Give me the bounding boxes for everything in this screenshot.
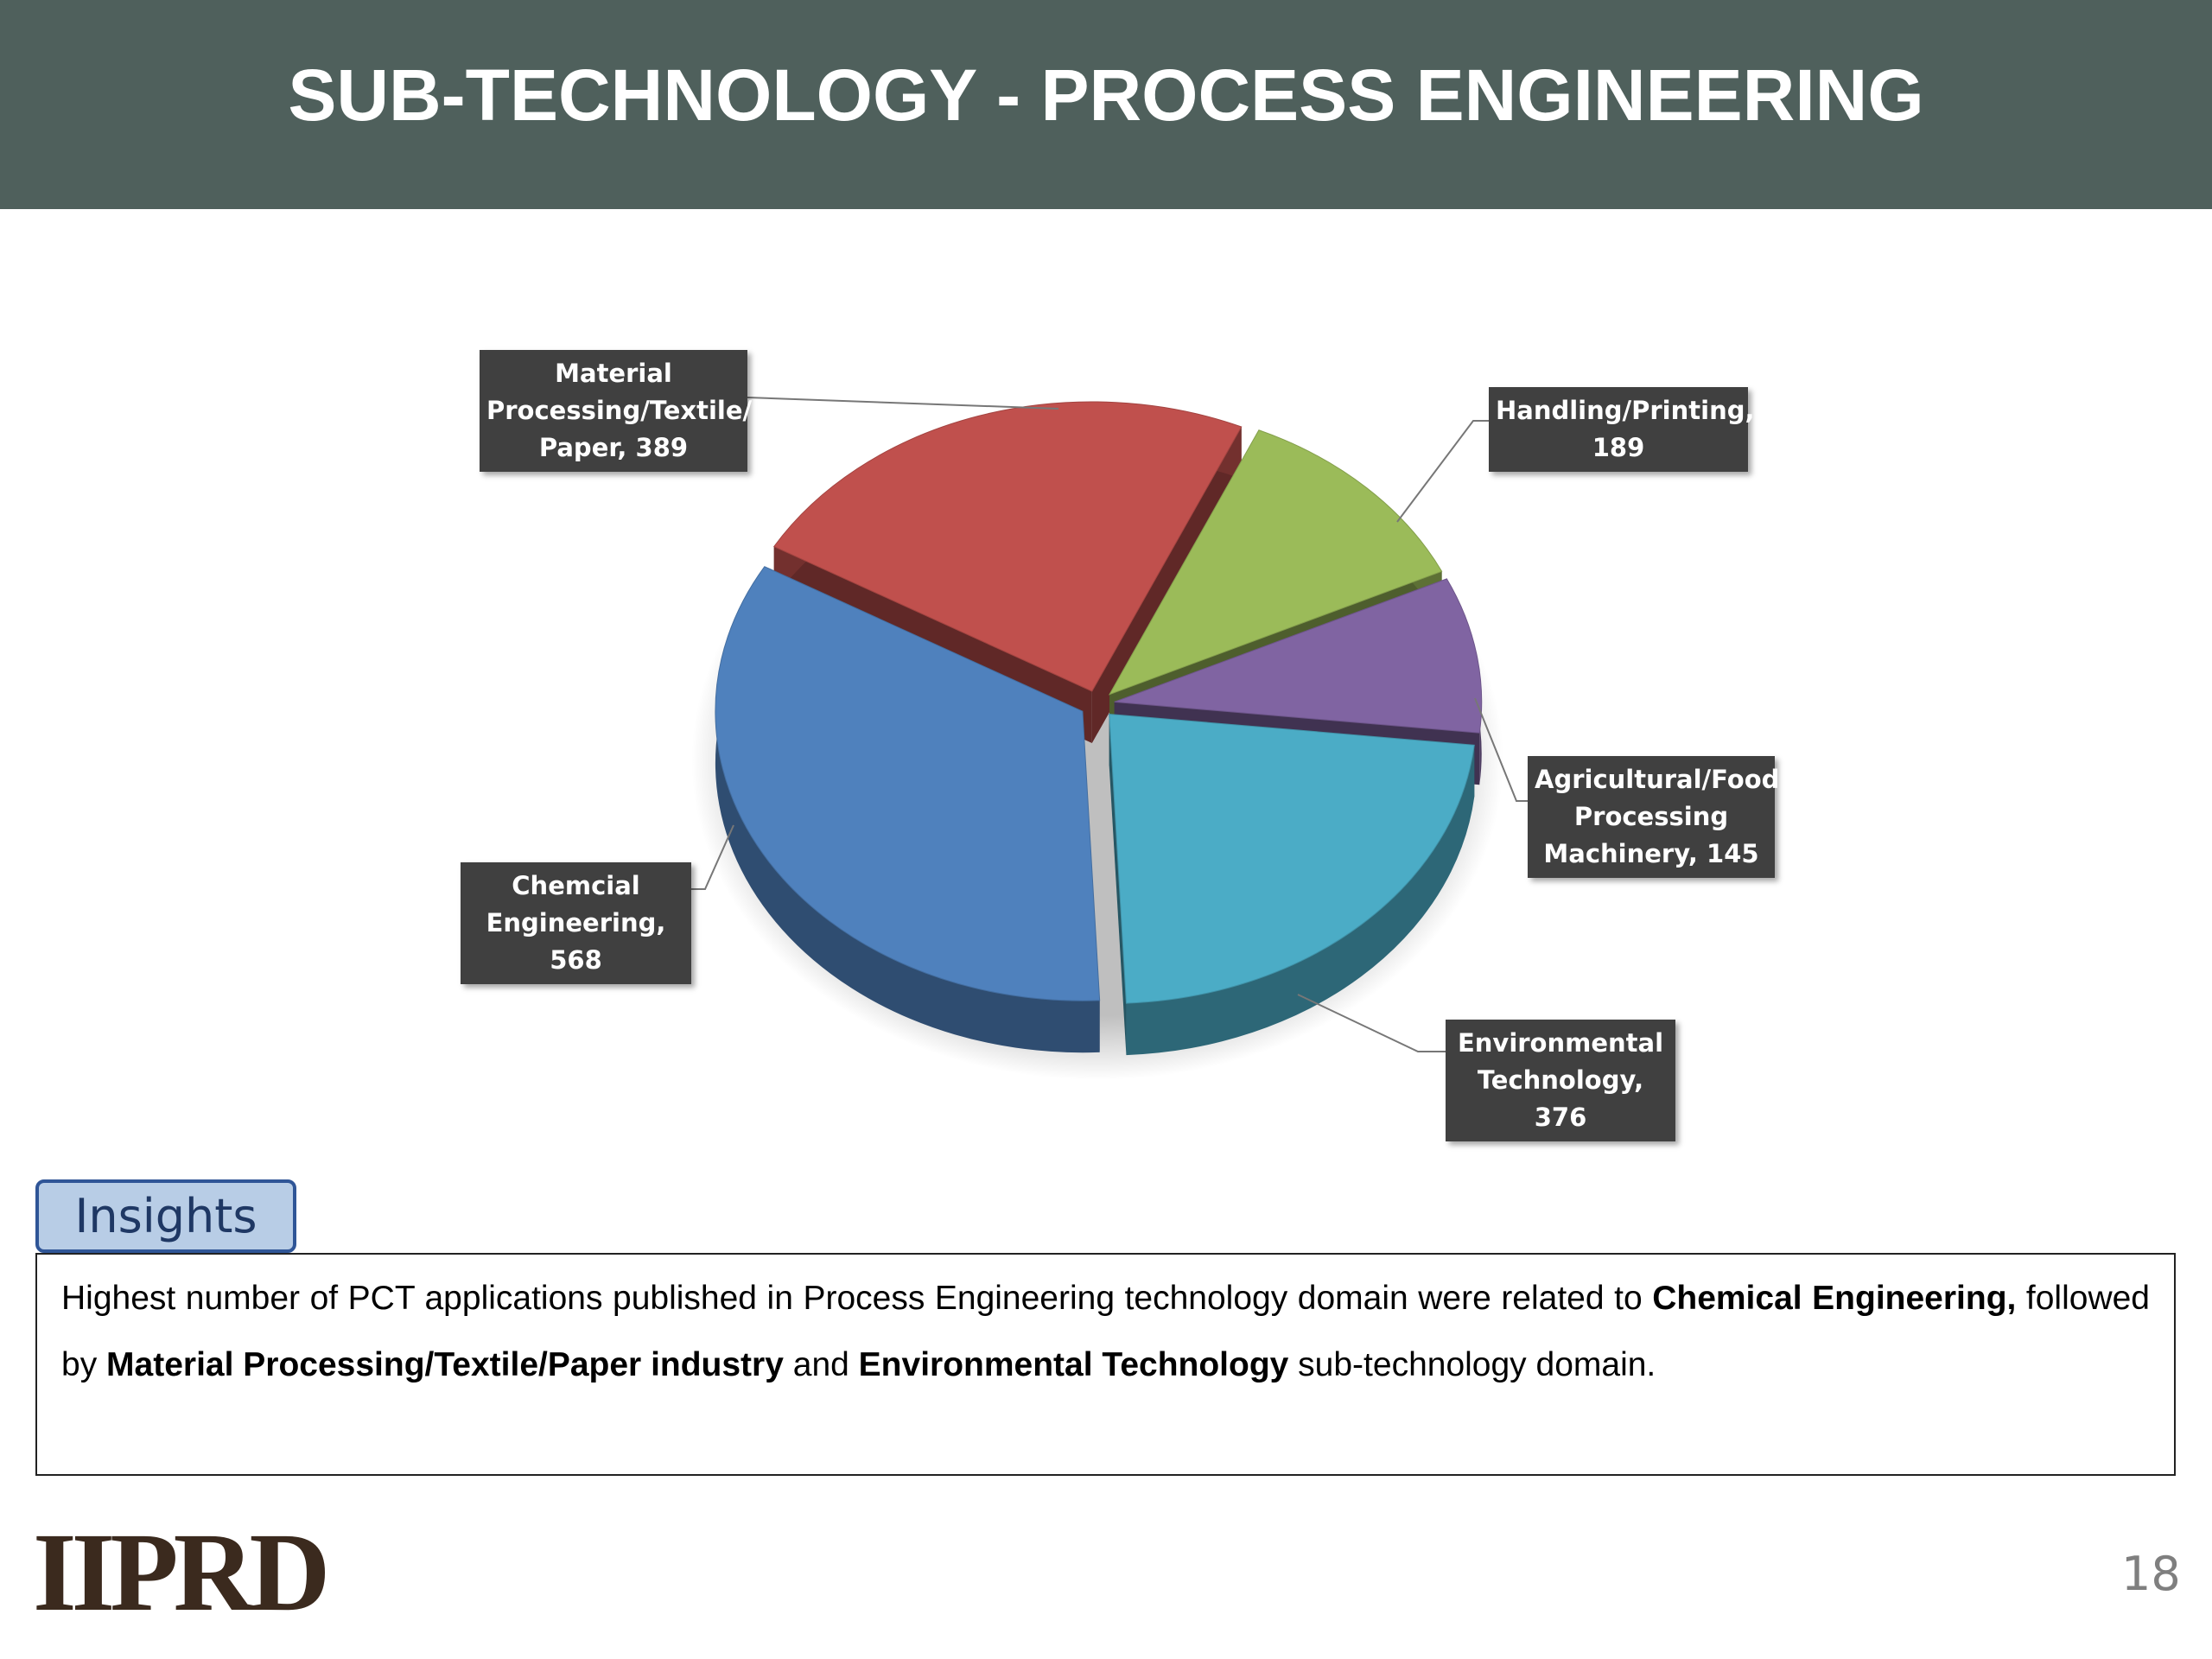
label-category: Environmental Technology [1457,1028,1664,1095]
insights-tab: Insights [35,1179,296,1253]
insights-segment: Environmental Technology [858,1346,1289,1383]
data-label: Agricultural/Food Processing Machinery, … [1528,756,1779,878]
label-category: Chemcial Engineering [486,871,657,938]
slice [1114,578,1483,734]
logo: IIPRD [33,1510,330,1635]
leader-line [1396,420,1489,523]
label-separator: , [656,908,666,938]
pie [715,401,1483,1056]
label-separator: , [1688,839,1698,868]
leader-line [1474,697,1528,802]
label-value: 145 [1707,839,1759,868]
slice [715,566,1101,1001]
insights-text: Highest number of PCT applications publi… [35,1253,2176,1476]
data-label: Chemcial Engineering, 568 [461,862,691,984]
data-label: Handling/Printing, 189 [1489,387,1755,472]
insights-segment: sub-technology domain. [1288,1346,1656,1383]
insights-segment: followed by [61,1280,2150,1383]
slice-side [1109,714,1127,1056]
slice [772,401,1243,692]
page-number: 18 [2121,1547,2181,1601]
label-value: 189 [1592,433,1645,462]
chart [691,397,1528,1080]
label-separator: , [1634,1065,1644,1095]
label-separator: , [617,433,627,462]
header: SUB-TECHNOLOGY - PROCESS ENGINEERING [0,0,2212,209]
slide-title: SUB-TECHNOLOGY - PROCESS ENGINEERING [288,54,1924,136]
label-category: Agricultural/Food Processing Machinery [1535,765,1780,868]
slice [1108,429,1443,696]
label-category: Handling/Printing, [1496,396,1755,425]
slice [1109,713,1475,1004]
label-value: 568 [550,945,602,975]
slice-side [1126,745,1475,1056]
leader-line [747,397,1059,410]
insights-segment: and [783,1346,859,1383]
leader-line [691,824,734,890]
leader-lines [691,397,1528,1052]
insights-segment: Material Processing/Textile/Paper indust… [106,1346,784,1383]
data-label: Environmental Technology, 376 [1446,1020,1675,1141]
data-label: Material Processing/Textile/ Paper, 389 [480,350,752,472]
insights-segment: Chemical Engineering, [1652,1280,2017,1317]
label-value: 376 [1534,1103,1587,1132]
insights-segment: Highest number of PCT applications publi… [61,1280,1653,1317]
leader-line [1297,994,1446,1052]
label-value: 389 [635,433,689,462]
label-category: Material Processing/Textile/ Paper [486,359,753,462]
slice-side [715,566,1100,1053]
